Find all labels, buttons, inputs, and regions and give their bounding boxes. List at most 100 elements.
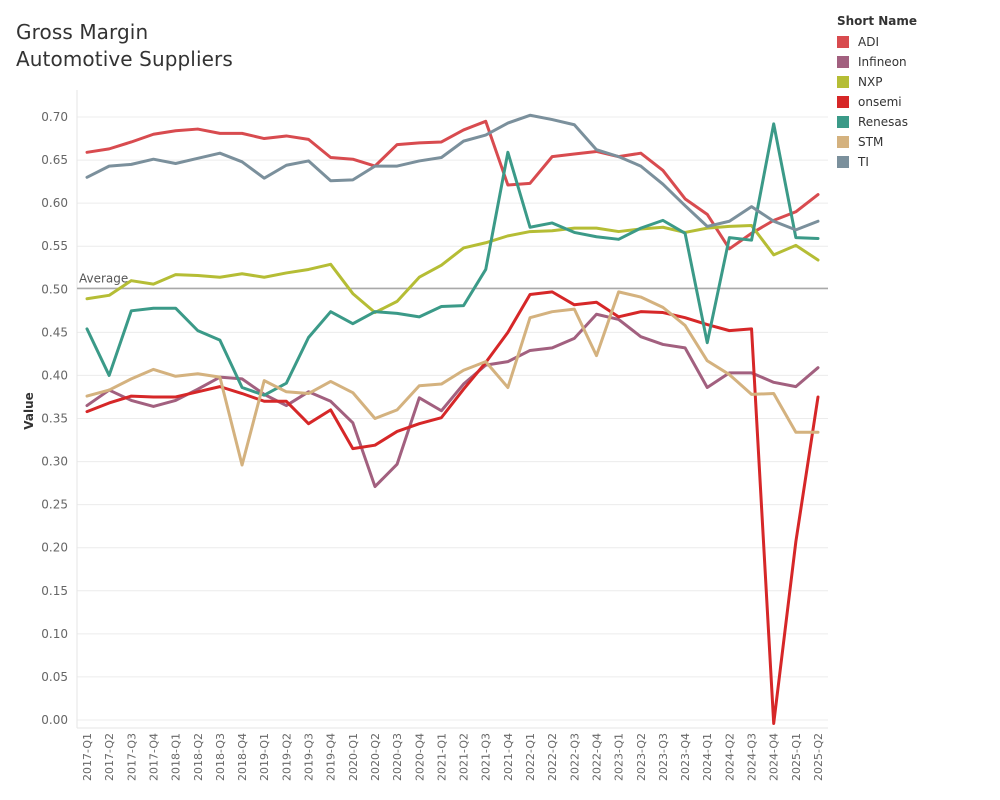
data-point[interactable]	[285, 382, 288, 385]
data-point[interactable]	[108, 147, 111, 150]
data-point[interactable]	[617, 230, 620, 233]
data-point[interactable]	[462, 369, 465, 372]
data-point[interactable]	[196, 157, 199, 160]
data-point[interactable]	[684, 197, 687, 200]
data-point[interactable]	[462, 128, 465, 131]
series-line-onsemi[interactable]	[85, 290, 820, 725]
data-point[interactable]	[529, 316, 532, 319]
data-point[interactable]	[440, 305, 443, 308]
data-point[interactable]	[307, 422, 310, 425]
data-point[interactable]	[529, 226, 532, 229]
data-point[interactable]	[307, 138, 310, 141]
data-point[interactable]	[329, 400, 332, 403]
data-point[interactable]	[551, 118, 554, 121]
data-point[interactable]	[595, 301, 598, 304]
data-point[interactable]	[196, 128, 199, 131]
data-point[interactable]	[307, 268, 310, 271]
data-point[interactable]	[529, 114, 532, 117]
legend-item-ti[interactable]: TI	[837, 152, 997, 172]
data-point[interactable]	[728, 329, 731, 332]
data-point[interactable]	[484, 360, 487, 363]
data-point[interactable]	[794, 236, 797, 239]
data-point[interactable]	[263, 177, 266, 180]
legend-item-adi[interactable]: ADI	[837, 32, 997, 52]
data-point[interactable]	[661, 226, 664, 229]
data-point[interactable]	[661, 169, 664, 172]
data-point[interactable]	[285, 390, 288, 393]
data-point[interactable]	[617, 315, 620, 318]
data-point[interactable]	[462, 388, 465, 391]
data-point[interactable]	[241, 392, 244, 395]
data-point[interactable]	[351, 322, 354, 325]
data-point[interactable]	[728, 225, 731, 228]
data-point[interactable]	[573, 231, 576, 234]
data-point[interactable]	[174, 129, 177, 132]
data-point[interactable]	[440, 383, 443, 386]
data-point[interactable]	[351, 391, 354, 394]
data-point[interactable]	[174, 162, 177, 165]
data-point[interactable]	[551, 346, 554, 349]
data-point[interactable]	[152, 395, 155, 398]
data-point[interactable]	[152, 283, 155, 286]
data-point[interactable]	[130, 279, 133, 282]
data-point[interactable]	[817, 193, 820, 196]
data-point[interactable]	[617, 318, 620, 321]
data-point[interactable]	[529, 293, 532, 296]
data-point[interactable]	[529, 182, 532, 185]
data-point[interactable]	[218, 152, 221, 155]
data-point[interactable]	[794, 228, 797, 231]
data-point[interactable]	[440, 416, 443, 419]
data-point[interactable]	[351, 421, 354, 424]
data-point[interactable]	[263, 394, 266, 397]
data-point[interactable]	[418, 315, 421, 318]
data-point[interactable]	[706, 323, 709, 326]
data-point[interactable]	[263, 137, 266, 140]
data-point[interactable]	[329, 263, 332, 266]
data-point[interactable]	[506, 151, 509, 154]
data-point[interactable]	[817, 366, 820, 369]
data-point[interactable]	[396, 463, 399, 466]
data-point[interactable]	[772, 253, 775, 256]
data-point[interactable]	[285, 271, 288, 274]
data-point[interactable]	[196, 329, 199, 332]
data-point[interactable]	[573, 227, 576, 230]
data-point[interactable]	[772, 220, 775, 223]
data-point[interactable]	[794, 244, 797, 247]
data-point[interactable]	[86, 410, 89, 413]
data-point[interactable]	[285, 164, 288, 167]
data-point[interactable]	[484, 241, 487, 244]
data-point[interactable]	[373, 485, 376, 488]
data-point[interactable]	[396, 165, 399, 168]
data-point[interactable]	[152, 133, 155, 136]
data-point[interactable]	[86, 176, 89, 179]
data-point[interactable]	[728, 373, 731, 376]
data-point[interactable]	[241, 160, 244, 163]
legend-item-infineon[interactable]: Infineon	[837, 52, 997, 72]
data-point[interactable]	[218, 132, 221, 135]
data-point[interactable]	[661, 219, 664, 222]
data-point[interactable]	[174, 375, 177, 378]
data-point[interactable]	[263, 379, 266, 382]
data-point[interactable]	[684, 316, 687, 319]
data-point[interactable]	[506, 386, 509, 389]
data-point[interactable]	[506, 360, 509, 363]
data-point[interactable]	[329, 310, 332, 313]
data-point[interactable]	[817, 237, 820, 240]
data-point[interactable]	[285, 404, 288, 407]
data-point[interactable]	[396, 312, 399, 315]
data-point[interactable]	[684, 324, 687, 327]
data-point[interactable]	[130, 309, 133, 312]
data-point[interactable]	[617, 290, 620, 293]
data-point[interactable]	[440, 409, 443, 412]
data-point[interactable]	[462, 304, 465, 307]
data-point[interactable]	[595, 235, 598, 238]
data-point[interactable]	[396, 143, 399, 146]
data-point[interactable]	[728, 220, 731, 223]
data-point[interactable]	[440, 156, 443, 159]
data-point[interactable]	[706, 341, 709, 344]
data-point[interactable]	[750, 224, 753, 227]
data-point[interactable]	[750, 393, 753, 396]
data-point[interactable]	[174, 273, 177, 276]
data-point[interactable]	[440, 264, 443, 267]
data-point[interactable]	[750, 205, 753, 208]
